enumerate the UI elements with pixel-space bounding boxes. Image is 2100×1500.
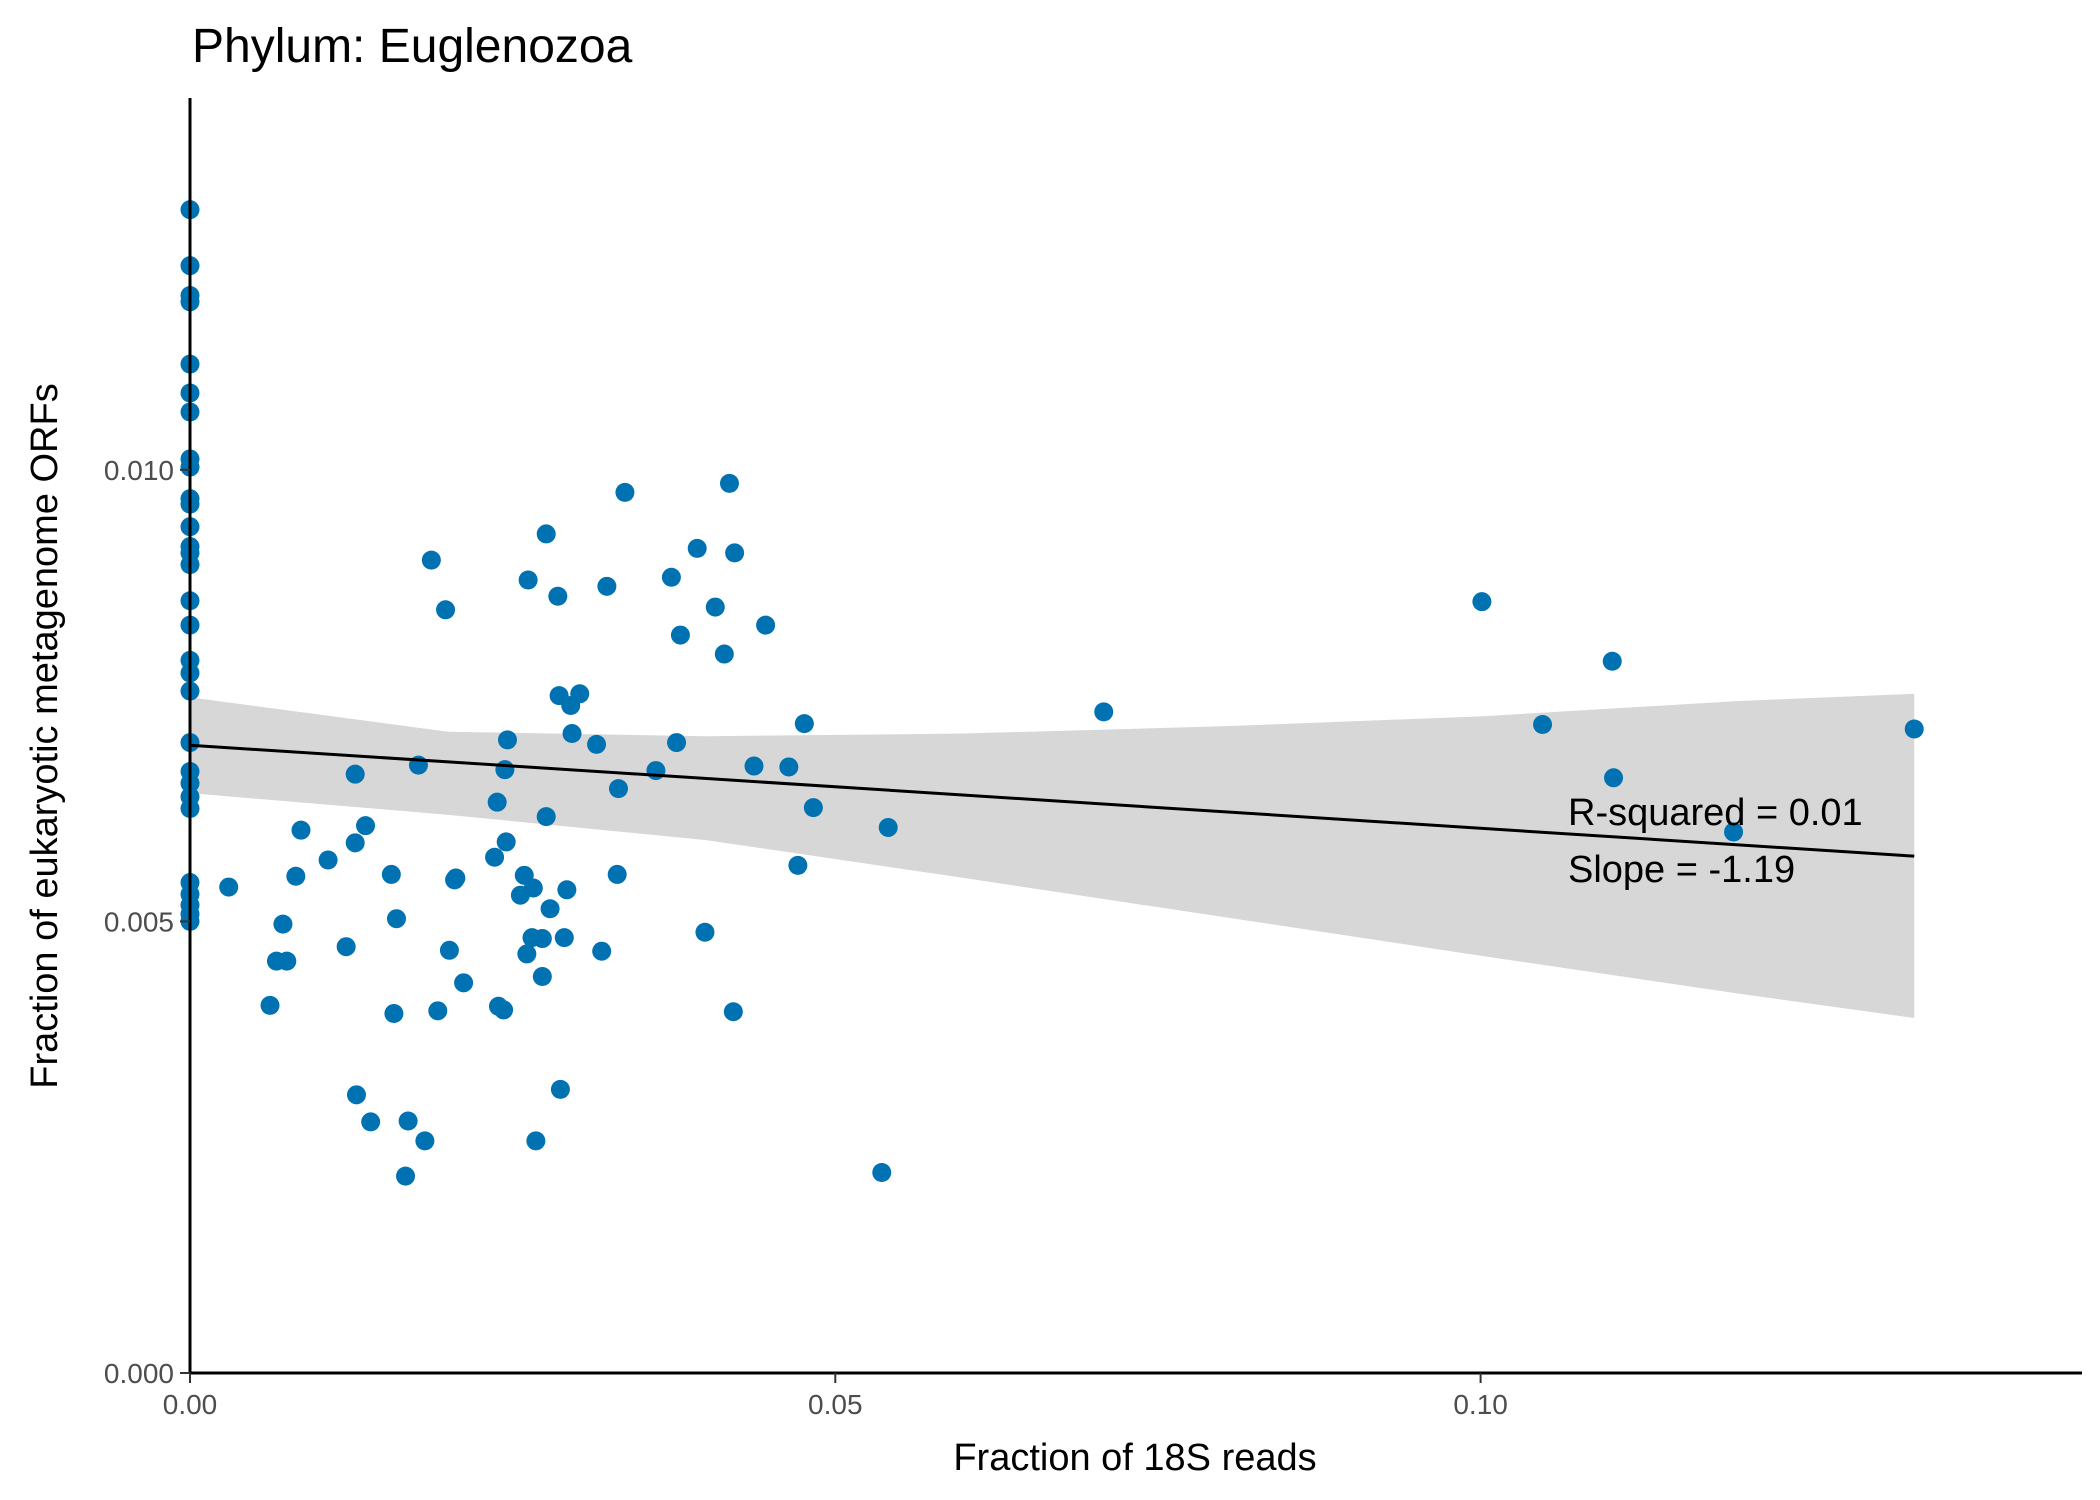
data-point	[719, 473, 739, 493]
data-point	[517, 944, 537, 964]
data-point	[788, 855, 808, 875]
y-tick-label: 0.010	[104, 455, 174, 486]
data-point	[536, 807, 556, 827]
data-point	[670, 625, 690, 645]
data-point	[1472, 592, 1492, 612]
data-point	[384, 1004, 404, 1024]
data-point	[1904, 719, 1924, 739]
data-point	[661, 567, 681, 587]
data-point	[779, 757, 799, 777]
data-point	[526, 1131, 546, 1151]
plot-area	[180, 200, 1924, 1186]
regression-line	[189, 743, 1915, 858]
data-point	[436, 600, 456, 620]
data-point	[570, 684, 590, 704]
data-point	[421, 550, 441, 570]
data-point	[532, 929, 552, 949]
data-point	[494, 1000, 514, 1020]
data-point	[381, 864, 401, 884]
data-point	[415, 1131, 435, 1151]
data-point	[667, 733, 687, 753]
data-point	[615, 482, 635, 502]
x-tick-label: 0.10	[1453, 1389, 1508, 1420]
data-point	[1604, 768, 1624, 788]
data-point	[695, 922, 715, 942]
data-point	[705, 597, 725, 617]
data-point	[878, 817, 898, 837]
data-point	[1724, 822, 1744, 842]
data-point	[454, 973, 474, 993]
x-axis-title: Fraction of 18S reads	[953, 1437, 1316, 1479]
data-point	[540, 899, 560, 919]
data-point	[273, 914, 293, 934]
y-tick-label: 0.000	[104, 1358, 174, 1389]
y-axis-title: Fraction of eukaryotic metagenome ORFs	[24, 383, 66, 1088]
data-point	[557, 880, 577, 900]
data-point	[607, 864, 627, 884]
data-point	[536, 524, 556, 544]
data-point	[495, 760, 515, 780]
x-axis-ticks: 0.00 0.05 0.10	[163, 1373, 1508, 1420]
data-point	[803, 798, 823, 818]
data-point	[723, 1002, 743, 1022]
data-point	[872, 1162, 892, 1182]
data-point	[497, 730, 517, 750]
data-point	[277, 951, 297, 971]
data-point	[756, 615, 776, 635]
data-point	[286, 866, 306, 886]
data-point	[386, 909, 406, 929]
data-point	[794, 714, 814, 734]
r-squared-annotation: R-squared = 0.01	[1568, 792, 1863, 834]
data-point	[219, 877, 239, 897]
data-point	[291, 820, 311, 840]
confidence-band	[190, 693, 1915, 1019]
data-point	[1533, 715, 1553, 735]
data-point	[356, 816, 376, 836]
data-point	[523, 878, 543, 898]
data-point	[318, 850, 338, 870]
data-point	[532, 966, 552, 986]
y-tick-label: 0.005	[104, 906, 174, 937]
data-point	[687, 538, 707, 558]
x-tick-label: 0.00	[163, 1389, 218, 1420]
data-point	[518, 570, 538, 590]
data-point	[485, 847, 505, 867]
data-point	[587, 734, 607, 754]
data-point	[361, 1112, 381, 1132]
data-point	[562, 724, 582, 744]
data-point	[548, 586, 568, 606]
data-point	[439, 940, 459, 960]
data-point	[428, 1001, 448, 1021]
y-axis-ticks: 0.000 0.005 0.010	[104, 455, 190, 1389]
data-point	[260, 995, 280, 1015]
x-tick-label: 0.05	[808, 1389, 863, 1420]
data-point	[550, 1079, 570, 1099]
data-point	[592, 941, 612, 961]
data-point	[725, 543, 745, 563]
data-point	[554, 928, 574, 948]
data-point	[487, 792, 507, 812]
data-point	[646, 761, 666, 781]
slope-annotation: Slope = -1.19	[1568, 849, 1795, 891]
data-point	[346, 1085, 366, 1105]
data-point	[345, 764, 365, 784]
data-points	[180, 200, 1924, 1186]
data-point	[608, 779, 628, 799]
data-point	[396, 1166, 416, 1186]
data-point	[597, 576, 617, 596]
data-point	[744, 756, 764, 776]
data-point	[446, 868, 466, 888]
data-point	[496, 832, 516, 852]
data-point	[1602, 651, 1622, 671]
data-point	[398, 1111, 418, 1131]
data-point	[714, 644, 734, 664]
data-point	[336, 937, 356, 957]
data-point	[345, 833, 365, 853]
chart-title: Phylum: Euglenozoa	[192, 20, 633, 73]
data-point	[1094, 702, 1114, 722]
